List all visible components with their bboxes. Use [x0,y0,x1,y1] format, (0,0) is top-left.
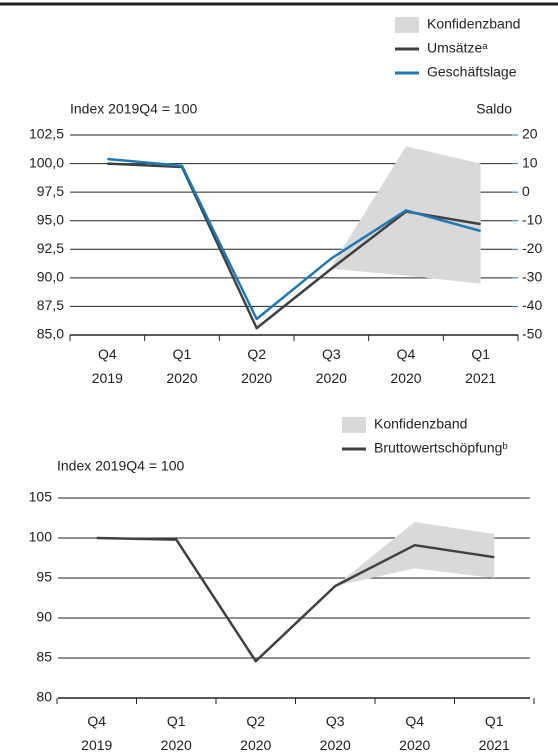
x-tick-label: Q4 2020 [399,713,430,753]
y-axis-label: Index 2019Q4 = 100 [57,458,184,474]
y2-tick-label: -10 [522,211,542,227]
y-tick-label: 85 [36,649,52,665]
y-tick-label: 92,5 [37,240,64,256]
y2-axis-label: Saldo [476,101,512,117]
y2-tick-label: 0 [522,183,530,199]
y-tick-label: 90,0 [37,269,64,285]
x-tick-label: Q1 2020 [161,713,192,753]
x-tick-label: Q4 2019 [81,713,112,753]
x-tick-label: Q2 2020 [241,346,272,386]
series-line [107,157,481,321]
y2-tick-label: 20 [522,126,538,142]
y-axis-label: Index 2019Q4 = 100 [70,101,197,117]
y2-tick-label: -30 [522,269,542,285]
y-tick-label: 97,5 [37,183,64,199]
y-tick-label: 105 [29,489,53,505]
y-tick-label: 100,0 [29,154,64,170]
legend-swatch [395,17,419,33]
y-tick-label: 95,0 [37,211,64,227]
confidence-band [335,522,495,586]
legend-label: Geschäftslage [427,64,517,80]
legend-label: Konfidenzband [427,16,520,32]
x-tick-label: Q2 2020 [240,713,271,753]
legend-label: Konfidenzband [374,416,467,432]
x-tick-label: Q4 2020 [390,346,421,386]
legend-swatch [342,417,366,433]
series-line [96,536,495,663]
y2-tick-label: 10 [522,154,538,170]
y2-tick-label: -40 [522,297,542,313]
y-tick-label: 100 [29,529,53,545]
x-tick-label: Q3 2020 [316,346,347,386]
legend-label: Umsätzeᵃ [427,40,488,56]
y-tick-label: 80 [36,689,52,705]
y2-tick-label: -50 [522,326,542,342]
y-tick-label: 95 [36,569,52,585]
x-tick-label: Q1 2021 [465,346,496,386]
confidence-band [331,146,481,284]
legend-label: Bruttowertschöpfungᵇ [374,440,508,456]
y2-tick-label: -20 [522,240,542,256]
x-tick-label: Q4 2019 [92,346,123,386]
x-tick-label: Q1 2020 [166,346,197,386]
y-tick-label: 87,5 [37,297,64,313]
y-tick-label: 102,5 [29,126,64,142]
y-tick-label: 90 [36,609,52,625]
x-tick-label: Q1 2021 [479,713,510,753]
y-tick-label: 85,0 [37,326,64,342]
x-tick-label: Q3 2020 [320,713,351,753]
